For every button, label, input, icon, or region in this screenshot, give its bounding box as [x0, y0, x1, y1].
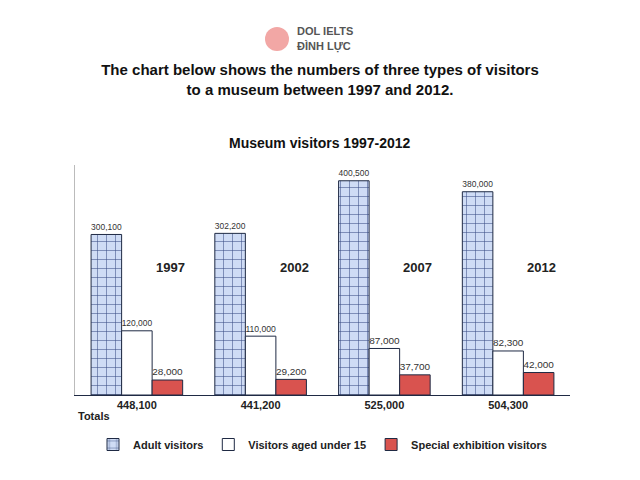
svg-text:300,100: 300,100 — [91, 222, 122, 232]
svg-text:Adult visitors: Adult visitors — [133, 439, 203, 451]
svg-text:525,000: 525,000 — [364, 399, 404, 411]
svg-text:28,000: 28,000 — [152, 366, 183, 377]
svg-text:2007: 2007 — [403, 260, 432, 275]
svg-text:The chart below shows the numb: The chart below shows the numbers of thr… — [101, 61, 539, 98]
svg-text:1997: 1997 — [156, 260, 185, 275]
svg-text:120,000: 120,000 — [122, 318, 153, 328]
svg-text:29,200: 29,200 — [276, 366, 307, 377]
svg-text:504,300: 504,300 — [488, 399, 528, 411]
svg-text:Special exhibition visitors: Special exhibition visitors — [411, 439, 547, 451]
svg-text:82,300: 82,300 — [493, 337, 524, 348]
svg-text:441,200: 441,200 — [241, 399, 281, 411]
svg-text:Museum visitors 1997-2012: Museum visitors 1997-2012 — [229, 135, 411, 151]
svg-text:42,000: 42,000 — [523, 359, 554, 370]
svg-text:110,000: 110,000 — [245, 324, 276, 334]
svg-text:2002: 2002 — [280, 260, 309, 275]
svg-text:DOL IELTS: DOL IELTS — [297, 25, 353, 37]
svg-text:448,100: 448,100 — [117, 399, 157, 411]
svg-text:2012: 2012 — [527, 260, 556, 275]
svg-text:37,700: 37,700 — [400, 361, 431, 372]
svg-text:87,000: 87,000 — [369, 335, 400, 346]
svg-text:Totals: Totals — [78, 410, 110, 422]
svg-text:Visitors aged under 15: Visitors aged under 15 — [248, 439, 366, 451]
svg-text:400,500: 400,500 — [339, 168, 370, 178]
svg-text:302,200: 302,200 — [215, 221, 246, 231]
svg-text:380,000: 380,000 — [462, 179, 493, 189]
svg-text:ĐÌNH LỰC: ĐÌNH LỰC — [297, 40, 351, 53]
